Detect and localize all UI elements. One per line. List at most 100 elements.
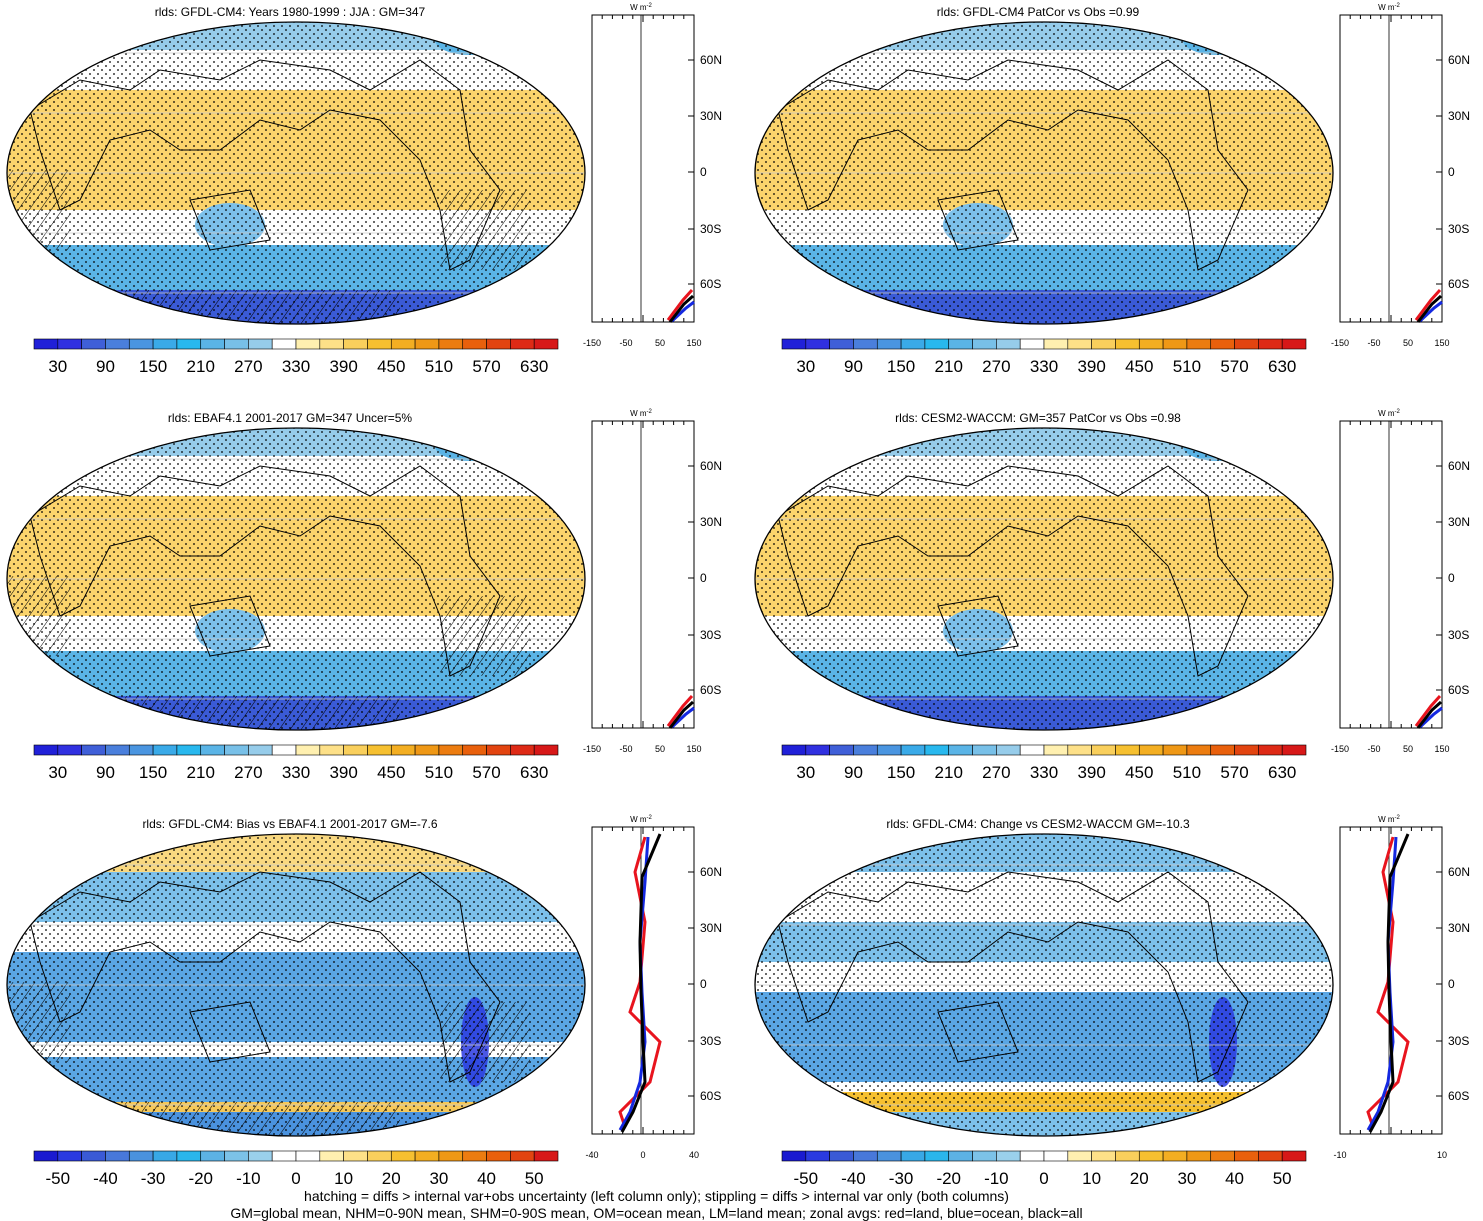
zonal-unit-text: W m bbox=[630, 409, 647, 418]
lat-label: 30N bbox=[1448, 515, 1470, 529]
colorbar: -50 -40 -30 -20 -10 0 10 20 30 40 50 bbox=[781, 1150, 1307, 1188]
colorbar-swatch bbox=[1138, 744, 1164, 756]
colorbar-swatch bbox=[248, 744, 273, 756]
lat-label: 60S bbox=[700, 683, 721, 697]
zonal-frame bbox=[1339, 14, 1443, 323]
colorbar-swatch bbox=[176, 1150, 202, 1162]
colorbar-swatch bbox=[128, 744, 154, 756]
lat-label: 30S bbox=[1448, 628, 1469, 642]
colorbar-swatch bbox=[1091, 1150, 1116, 1162]
colorbar-tick-label: 510 bbox=[425, 357, 453, 376]
colorbar-swatch bbox=[1162, 744, 1188, 756]
map-panel-gfdl-patcor: rlds: GFDL-CM4 PatCor vs Obs =0.99 30 90 15… bbox=[748, 0, 1483, 405]
australia-coastline bbox=[937, 1001, 1019, 1063]
colorbar-tick-label: -20 bbox=[188, 1169, 213, 1188]
colorbar-swatch bbox=[319, 744, 344, 756]
map-panel-gfdl-climatology: rlds: GFDL-CM4: Years 1980-1999 : JJA : … bbox=[0, 0, 740, 405]
hatching-region bbox=[440, 596, 530, 676]
colorbar-swatch bbox=[33, 744, 59, 756]
zonal-mean-line bbox=[668, 700, 694, 729]
zonal-mean-plot: W m-2 60N 30N 0 30S 60S -150 -50 50 150 bbox=[583, 409, 722, 754]
zonal-mean-line bbox=[1368, 833, 1410, 1133]
colorbar-swatch bbox=[781, 338, 807, 350]
zonal-unit-sup: -2 bbox=[1395, 815, 1401, 821]
colorbar-tick-label: 270 bbox=[234, 763, 262, 782]
colorbar-swatch bbox=[486, 338, 511, 350]
colorbar-swatch bbox=[900, 744, 926, 756]
colorbar-swatch bbox=[1067, 338, 1092, 350]
colorbar-swatch bbox=[1234, 744, 1259, 756]
colorbar-tick-label: 450 bbox=[1125, 357, 1153, 376]
colorbar: 30 90 150 210 270 330 390 450 510 570 630 bbox=[781, 744, 1307, 782]
lat-label: 0 bbox=[700, 571, 707, 585]
map-outline bbox=[6, 427, 586, 731]
map-outline bbox=[754, 833, 1334, 1137]
colorbar-swatch bbox=[462, 1150, 487, 1162]
zonal-mean-line bbox=[666, 694, 694, 727]
colorbar-swatch bbox=[200, 744, 225, 756]
colorbar-swatch bbox=[319, 1150, 344, 1162]
colorbar-swatch bbox=[390, 1150, 416, 1162]
zonal-mean-line bbox=[618, 836, 662, 1128]
zonal-unit-text: W m bbox=[1378, 409, 1395, 418]
lat-label: 60N bbox=[700, 865, 722, 879]
zonal-mean-line bbox=[1414, 694, 1442, 727]
map-title: rlds: GFDL-CM4: Change vs CESM2-WACCM GM… bbox=[886, 817, 1190, 831]
colorbar-tick-label: 0 bbox=[291, 1169, 300, 1188]
map-panel-ebaf-observations: rlds: EBAF4.1 2001-2017 GM=347 Uncer=5% 3… bbox=[0, 406, 740, 811]
colorbar-swatch bbox=[853, 338, 878, 350]
zonal-mean-line bbox=[666, 288, 694, 321]
colorbar-swatch bbox=[224, 744, 249, 756]
colorbar-tick-label: 20 bbox=[1130, 1169, 1149, 1188]
zonal-mean-line bbox=[1418, 706, 1443, 729]
colorbar-swatch bbox=[876, 744, 902, 756]
colorbar-swatch bbox=[948, 744, 973, 756]
map-field bbox=[7, 22, 585, 324]
zonal-unit-label: W m-2 bbox=[630, 815, 652, 824]
colorbar-swatch bbox=[81, 744, 106, 756]
map-figure: 30 90 150 210 270 330 390 450 510 570 630 W m-2 60N 3… bbox=[6, 3, 722, 376]
zonal-frame bbox=[591, 14, 695, 323]
colorbar-swatch bbox=[271, 338, 297, 350]
colorbar-tick-label: -30 bbox=[889, 1169, 914, 1188]
colorbar-swatch bbox=[1234, 1150, 1259, 1162]
colorbar-swatch bbox=[829, 744, 854, 756]
colorbar-swatch bbox=[224, 338, 249, 350]
colorbar-swatch bbox=[1043, 1150, 1069, 1162]
colorbar-swatch bbox=[900, 338, 926, 350]
lat-label: 60S bbox=[700, 1089, 721, 1103]
colorbar-swatch bbox=[805, 1150, 830, 1162]
lat-label: 60N bbox=[1448, 53, 1470, 67]
map-title: rlds: GFDL-CM4: Bias vs EBAF4.1 2001-201… bbox=[142, 817, 438, 831]
colorbar-swatch bbox=[948, 1150, 973, 1162]
zonal-x-tick-label: 150 bbox=[1434, 338, 1449, 348]
colorbar-tick-label: 330 bbox=[282, 763, 310, 782]
colorbar-tick-label: 510 bbox=[1173, 763, 1201, 782]
colorbar: 30 90 150 210 270 330 390 450 510 570 630 bbox=[33, 744, 559, 782]
colorbar-swatch bbox=[57, 744, 82, 756]
colorbar-tick-label: -10 bbox=[984, 1169, 1009, 1188]
lat-label: 30N bbox=[700, 515, 722, 529]
colorbar-swatch bbox=[81, 338, 106, 350]
zonal-unit-sup: -2 bbox=[1395, 3, 1401, 9]
lat-label: 60S bbox=[700, 277, 721, 291]
map-panel-change-vs-cesm2: rlds: GFDL-CM4: Change vs CESM2-WACCM GM… bbox=[748, 812, 1483, 1217]
coastline bbox=[29, 871, 501, 1083]
zonal-x-tick-label: -50 bbox=[619, 338, 632, 348]
colorbar-swatch bbox=[462, 744, 487, 756]
map-figure: 30 90 150 210 270 330 390 450 510 570 630 W m-2 60N 3… bbox=[6, 409, 722, 782]
colorbar-tick-label: 90 bbox=[844, 763, 863, 782]
colorbar-swatch bbox=[248, 1150, 273, 1162]
colorbar-tick-label: 390 bbox=[1077, 357, 1105, 376]
stippling bbox=[7, 834, 585, 1136]
zonal-unit-sup: -2 bbox=[647, 815, 653, 821]
colorbar-tick-label: 570 bbox=[1220, 357, 1248, 376]
colorbar-swatch bbox=[1258, 744, 1283, 756]
colorbar-swatch bbox=[533, 1150, 559, 1162]
colorbar-swatch bbox=[853, 1150, 878, 1162]
colorbar-tick-label: -30 bbox=[141, 1169, 166, 1188]
colorbar-tick-label: 630 bbox=[520, 357, 548, 376]
zonal-unit-text: W m bbox=[1378, 3, 1395, 12]
zonal-x-tick-label: -40 bbox=[585, 1150, 598, 1160]
colorbar-swatch bbox=[486, 1150, 511, 1162]
